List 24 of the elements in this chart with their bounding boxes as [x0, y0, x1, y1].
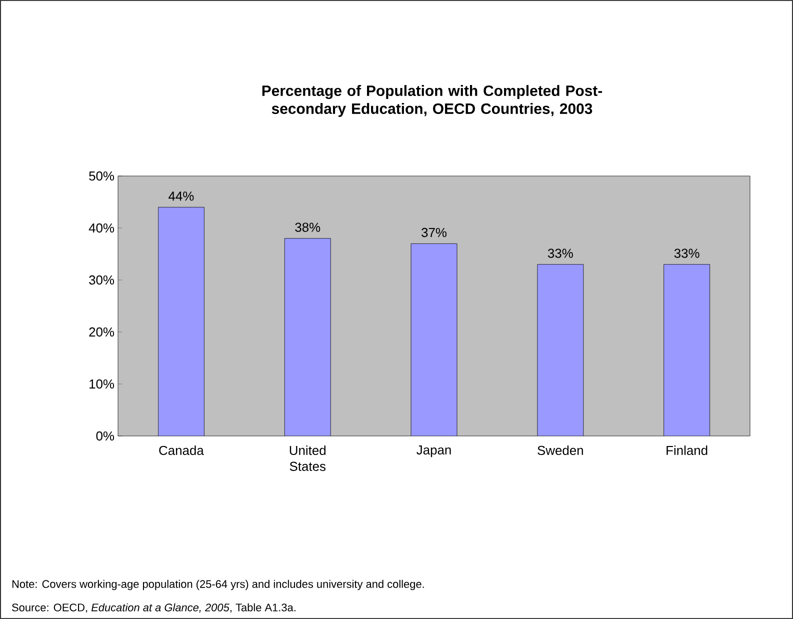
- data-label: 33%: [674, 248, 700, 258]
- x-tick-label: Japan: [416, 446, 451, 458]
- source-note: Source: OECD, Education at a Glance, 2005, Table A1.3a.: [12, 603, 296, 613]
- y-tick-label: 30%: [89, 275, 114, 285]
- x-tick-label: Sweden: [538, 446, 583, 456]
- data-label: 44%: [168, 192, 194, 201]
- x-tick-label: Canada: [159, 446, 204, 456]
- x-tick-label: Finland: [666, 446, 708, 456]
- bar: [410, 243, 458, 436]
- text: Note: Covers working-age population (25-64 yrs) and includes university and college.: [12, 580, 424, 590]
- y-tick-label: 0%: [96, 431, 114, 441]
- bar: [537, 264, 584, 436]
- bar: [284, 238, 331, 436]
- chart-title: Percentage of Population with Completed Post-secondary Education, OECD Countries, 2003: [262, 85, 602, 117]
- y-tick-label: 20%: [89, 327, 114, 337]
- x-tick-label: United States: [290, 446, 326, 471]
- y-tick-label: 10%: [90, 379, 114, 389]
- bar: [158, 206, 204, 436]
- data-label: 38%: [295, 222, 320, 232]
- y-tick-label: 40%: [88, 223, 114, 233]
- data-label: 33%: [548, 248, 573, 258]
- bar: [664, 264, 710, 436]
- y-tick-label: 50%: [89, 171, 114, 181]
- data-label: 37%: [422, 228, 447, 238]
